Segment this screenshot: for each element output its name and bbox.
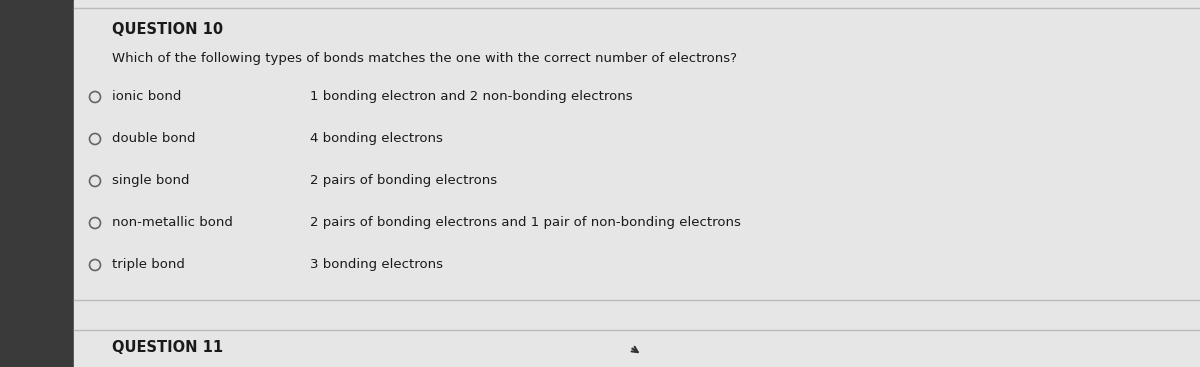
Text: QUESTION 11: QUESTION 11	[112, 340, 223, 355]
Text: 3 bonding electrons: 3 bonding electrons	[310, 258, 443, 271]
Text: QUESTION 10: QUESTION 10	[112, 22, 223, 37]
Text: ionic bond: ionic bond	[112, 90, 181, 103]
Text: non-metallic bond: non-metallic bond	[112, 216, 233, 229]
Text: single bond: single bond	[112, 174, 190, 187]
Text: 4 bonding electrons: 4 bonding electrons	[310, 132, 443, 145]
Text: double bond: double bond	[112, 132, 196, 145]
Text: 2 pairs of bonding electrons and 1 pair of non-bonding electrons: 2 pairs of bonding electrons and 1 pair …	[310, 216, 740, 229]
Text: triple bond: triple bond	[112, 258, 185, 271]
Text: 1 bonding electron and 2 non-bonding electrons: 1 bonding electron and 2 non-bonding ele…	[310, 90, 632, 103]
Text: 2 pairs of bonding electrons: 2 pairs of bonding electrons	[310, 174, 497, 187]
Text: Which of the following types of bonds matches the one with the correct number of: Which of the following types of bonds ma…	[112, 52, 737, 65]
